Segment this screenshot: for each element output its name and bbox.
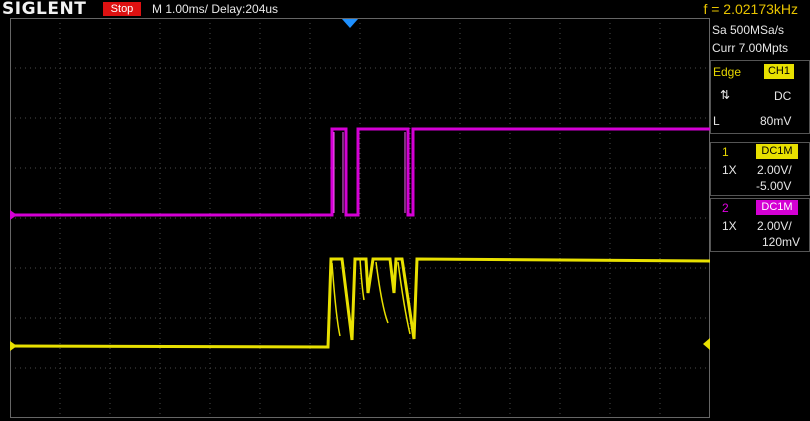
trigger-level: 80mV (760, 114, 792, 128)
frequency-counter: f = 2.02173kHz (703, 1, 798, 17)
trigger-type: Edge (713, 65, 742, 79)
graticule (10, 18, 710, 418)
ch2-scale: 2.00V/ (757, 219, 792, 233)
ch1-probe: 1X (722, 163, 737, 177)
ch2-offset: 120mV (762, 235, 801, 249)
ch1-offset-marker (10, 341, 17, 351)
info-panel: Sa 500MSa/s Curr 7.00Mpts Edge CH1 ⇅ DC … (710, 18, 810, 421)
trigger-level-marker (703, 338, 710, 350)
trigger-level-label: L (713, 114, 720, 128)
waveform-display[interactable] (10, 18, 710, 418)
top-status-bar: SIGLENT Stop M 1.00ms/ Delay:204us f = 2… (0, 0, 810, 19)
ch2-glitches (333, 132, 406, 213)
ch1-scale: 2.00V/ (757, 163, 792, 177)
ch2-coupling-badge: DC1M (756, 200, 798, 215)
trigger-coupling: DC (774, 89, 792, 103)
ch1-offset: -5.00V (756, 179, 792, 193)
ch2-trace (10, 127, 710, 217)
trigger-slope-icon: ⇅ (720, 88, 731, 102)
ch2-probe: 1X (722, 219, 737, 233)
ch1-ringing (331, 258, 411, 337)
sample-rate: Sa 500MSa/s (712, 23, 785, 37)
memory-depth: Curr 7.00Mpts (712, 41, 789, 55)
ch2-number: 2 (722, 201, 729, 215)
ch1-trace (10, 257, 710, 349)
trigger-position-marker (342, 19, 358, 28)
timebase-readout[interactable]: M 1.00ms/ Delay:204us (152, 2, 279, 16)
run-stop-indicator[interactable]: Stop (103, 2, 141, 16)
ch1-coupling-badge: DC1M (756, 144, 798, 159)
brand-logo: SIGLENT (2, 0, 87, 19)
ch1-number: 1 (722, 145, 729, 159)
ch2-offset-marker (10, 210, 17, 220)
trigger-source-badge: CH1 (764, 64, 794, 79)
